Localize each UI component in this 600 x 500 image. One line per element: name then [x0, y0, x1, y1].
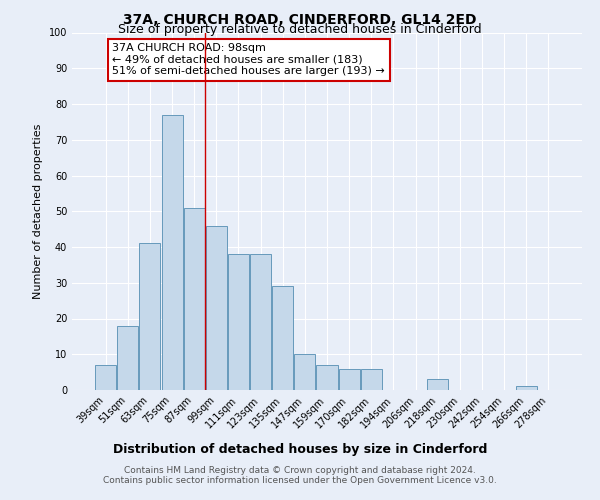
Y-axis label: Number of detached properties: Number of detached properties [33, 124, 43, 299]
Bar [118, 326, 139, 390]
Bar [161, 114, 182, 390]
Bar [515, 386, 536, 390]
Bar [361, 368, 382, 390]
Bar [184, 208, 205, 390]
Text: 37A, CHURCH ROAD, CINDERFORD, GL14 2ED: 37A, CHURCH ROAD, CINDERFORD, GL14 2ED [123, 12, 477, 26]
Bar [427, 380, 448, 390]
Text: Contains HM Land Registry data © Crown copyright and database right 2024.
Contai: Contains HM Land Registry data © Crown c… [103, 466, 497, 485]
Bar [139, 244, 160, 390]
Text: 37A CHURCH ROAD: 98sqm
← 49% of detached houses are smaller (183)
51% of semi-de: 37A CHURCH ROAD: 98sqm ← 49% of detached… [112, 43, 385, 76]
Bar [316, 365, 338, 390]
Bar [338, 368, 359, 390]
Bar [272, 286, 293, 390]
Bar [250, 254, 271, 390]
Bar [95, 365, 116, 390]
Bar [206, 226, 227, 390]
Bar [295, 354, 316, 390]
Text: Size of property relative to detached houses in Cinderford: Size of property relative to detached ho… [118, 22, 482, 36]
Text: Distribution of detached houses by size in Cinderford: Distribution of detached houses by size … [113, 442, 487, 456]
Bar [228, 254, 249, 390]
